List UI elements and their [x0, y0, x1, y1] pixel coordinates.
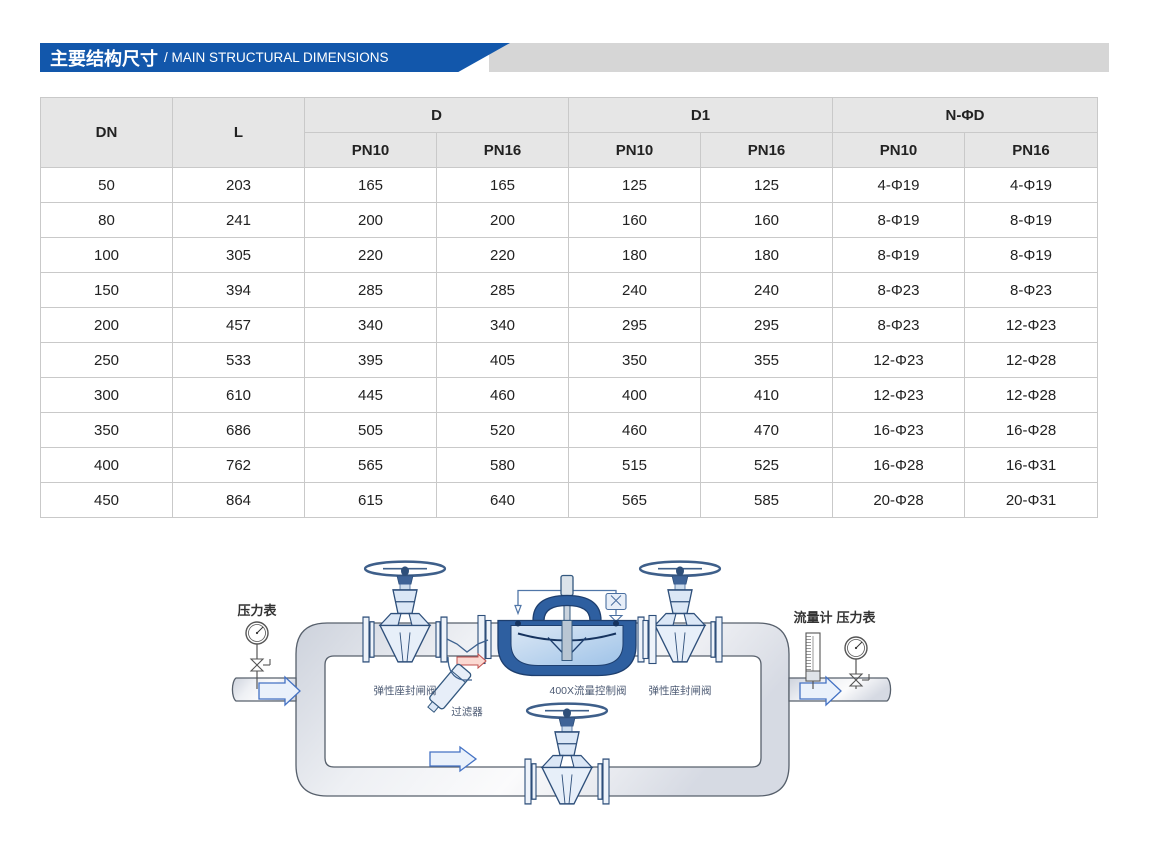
svg-text:过滤器: 过滤器	[451, 705, 483, 718]
svg-text:流量计: 流量计	[793, 610, 832, 625]
svg-text:弹性座封闸阀: 弹性座封闸阀	[374, 684, 437, 697]
svg-text:弹性座封闸阀: 弹性座封闸阀	[649, 684, 712, 697]
svg-text:压力表: 压力表	[237, 603, 277, 618]
svg-text:压力表: 压力表	[836, 610, 876, 625]
svg-text:400X流量控制阀: 400X流量控制阀	[549, 684, 626, 697]
